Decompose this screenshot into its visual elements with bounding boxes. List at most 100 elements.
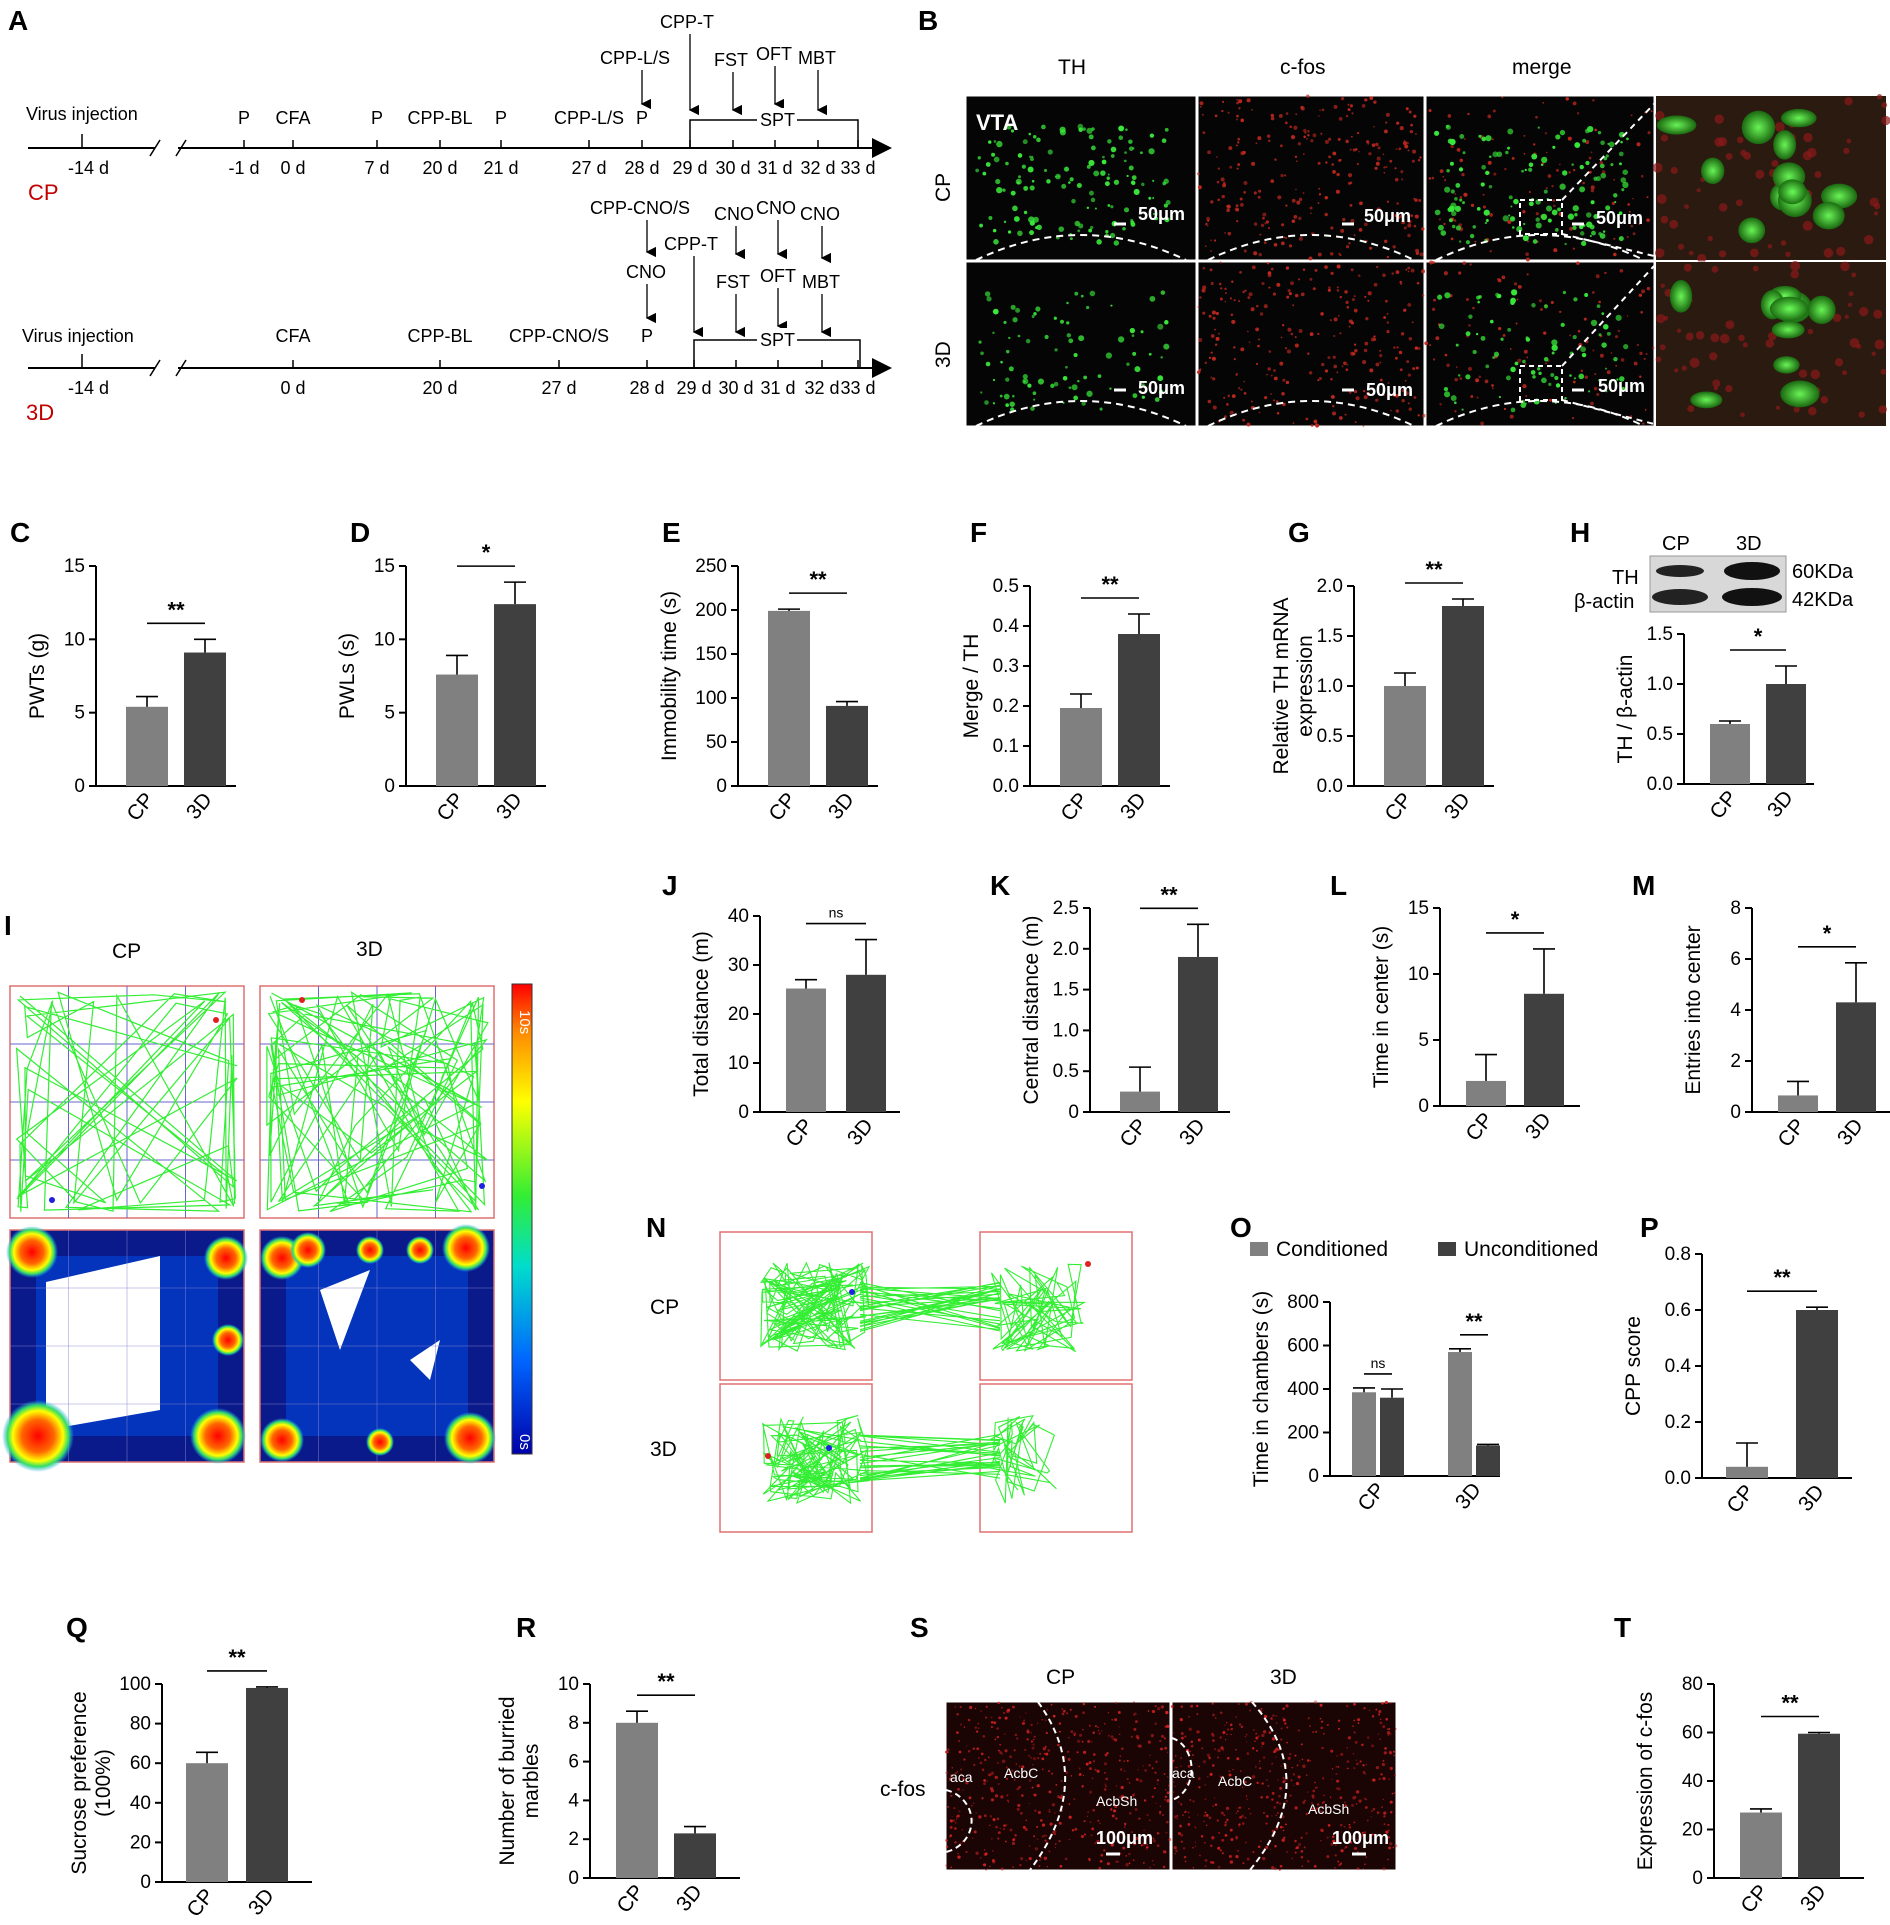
ylabel-G-0: Relative TH mRNA [1270, 598, 1293, 775]
bar-L-CP [1466, 1080, 1506, 1106]
ytick-label-P-3: 0.6 [1665, 1300, 1691, 1321]
panel-label-B: B [918, 5, 938, 36]
nac-cp-label: CP [1046, 1666, 1075, 1689]
cno-label-28: CNO [626, 262, 666, 282]
ytick-label-O-0: 0 [1308, 1466, 1319, 1487]
ylabel-Q-1: (100%) [92, 1749, 115, 1817]
timeline-ticks-3d: CFA 0 d CPP-BL 20 d CPP-CNO/S 27 d P 28 d 29 d 30… [275, 326, 875, 398]
blot-col-3d: 3D [1736, 533, 1762, 555]
ytick-label-P-4: 0.8 [1665, 1244, 1691, 1265]
micrograph-r1-c1 [1197, 261, 1425, 427]
timeline-3d: Virus injection -14 d 3D CFA 0 d CPP-BL 20 … [22, 198, 892, 425]
ytick-label-P-0: 0.0 [1665, 1468, 1691, 1489]
ytick-label-Q-5: 100 [119, 1674, 151, 1695]
xcat-E-1: 3D [824, 788, 859, 823]
row-label-cp: CP [932, 173, 955, 202]
bar-E-3D [826, 705, 868, 786]
bar-J-3D [846, 974, 886, 1112]
blot-col-cp: CP [1662, 533, 1690, 555]
scale-b3: 50μm [1596, 208, 1643, 228]
panel-label-F: F [970, 517, 987, 548]
ytick-label-H-1: 0.5 [1647, 724, 1673, 745]
ytick-label-O-4: 800 [1287, 1292, 1319, 1313]
ytick-label-K-0: 0 [1068, 1102, 1079, 1123]
ytick-label-K-3: 1.5 [1053, 980, 1079, 1001]
panel-label-Q: Q [66, 1612, 88, 1643]
ytick-label-E-1: 50 [706, 732, 727, 753]
xcat-Q-1: 3D [244, 1884, 279, 1919]
panel-label-K: K [990, 870, 1010, 901]
tick-bottom-cp-2: 7 d [364, 158, 389, 178]
ytick-label-J-1: 10 [728, 1053, 749, 1074]
ytick-label-T-1: 20 [1682, 1820, 1703, 1841]
ylabel-G-1: expression [1294, 635, 1317, 737]
ytick-label-K-2: 1.0 [1053, 1020, 1079, 1041]
bar-H-CP [1710, 724, 1750, 784]
ytick-label-L-1: 5 [1418, 1030, 1429, 1051]
ytick-label-G-2: 1.0 [1317, 676, 1343, 697]
ytick-label-G-4: 2.0 [1317, 576, 1343, 597]
bar-Q-CP [186, 1763, 228, 1882]
bar-O-CP-s1 [1380, 1397, 1404, 1476]
ytick-label-K-5: 2.5 [1053, 898, 1079, 919]
sig-R: ** [657, 1669, 675, 1694]
ytick-label-R-4: 8 [568, 1713, 579, 1734]
scale-s1: 100μm [1096, 1828, 1153, 1848]
tick-top-cp-2: P [371, 108, 383, 128]
oft-label-3d: OFT [760, 266, 796, 286]
panel-label-N: N [646, 1212, 666, 1243]
ytick-label-D-2: 10 [374, 629, 395, 650]
tick-bottom-3d-3: 28 d [629, 378, 664, 398]
blot-row-th: TH [1612, 567, 1639, 589]
sig-J: ns [829, 905, 844, 921]
ylabel-L: Time in center (s) [1370, 926, 1393, 1089]
chart-J: 0 10 20 30 40 Total distance (m) ns CP 3D [690, 905, 900, 1152]
chart-C: 0 5 10 15 PWTs (g) ** CP 3D [26, 556, 236, 826]
cpp-cno-s-label-top: CPP-CNO/S [590, 198, 690, 218]
ytick-label-T-0: 0 [1692, 1868, 1703, 1889]
ylabel-R-1: marbles [520, 1744, 543, 1819]
bar-J-CP [786, 988, 826, 1112]
ytick-label-P-1: 0.2 [1665, 1412, 1691, 1433]
chart-H: 0.0 0.5 1.0 1.5 TH / β-actin * CP 3D [1614, 624, 1814, 824]
panel-label-R: R [516, 1612, 536, 1643]
ytick-label-F-3: 0.3 [993, 656, 1019, 677]
ytick-label-M-0: 0 [1730, 1102, 1741, 1123]
legend-label-0: Conditioned [1276, 1238, 1388, 1261]
col-label-th: TH [1058, 56, 1086, 79]
legend-swatch-0 [1250, 1242, 1268, 1256]
chart-K: 0 0.5 1.0 1.5 2.0 2.5 Central distance (m) ** CP… [1020, 882, 1230, 1152]
ytick-label-Q-4: 80 [130, 1714, 151, 1735]
tick-top-3d-1: CPP-BL [407, 326, 472, 346]
open-field-3d-label: 3D [356, 938, 383, 961]
xcat-F-0: CP [1056, 788, 1092, 825]
panel-n-cpp-tracks: CP 3D [650, 1231, 1133, 1533]
virus-injection-cp: Virus injection [26, 104, 138, 124]
panel-label-G: G [1288, 517, 1310, 548]
ytick-label-K-4: 2.0 [1053, 939, 1079, 960]
group-label-cp: CP [28, 180, 59, 205]
ylabel-E: Immobility time (s) [658, 591, 681, 761]
ytick-label-G-3: 1.5 [1317, 626, 1343, 647]
col-label-merge: merge [1512, 56, 1572, 79]
sig-H: * [1754, 624, 1763, 649]
tick-bottom-cp-8: 30 d [715, 158, 750, 178]
tick-bottom-cp-6: 28 d [624, 158, 659, 178]
panel-label-O: O [1230, 1212, 1252, 1243]
ytick-label-T-4: 80 [1682, 1674, 1703, 1695]
bar-F-3D [1118, 634, 1160, 786]
ytick-label-E-2: 100 [695, 688, 727, 709]
group-label-3d: 3D [26, 400, 54, 425]
sig-C: ** [167, 597, 185, 622]
panel-label-C: C [10, 517, 30, 548]
ytick-label-L-2: 10 [1408, 964, 1429, 985]
acbc-3d: AcbC [1218, 1773, 1252, 1789]
tick-bottom-cp-10: 32 d [800, 158, 835, 178]
ytick-label-E-4: 200 [695, 600, 727, 621]
xcat-P-0: CP [1722, 1480, 1758, 1517]
tick-bottom-cp-7: 29 d [672, 158, 707, 178]
tick-bottom-3d-0: 0 d [280, 378, 305, 398]
panel-b-micrographs: TH c-fos merge CP 3D VTA 50μm 50μm 50μm … [932, 56, 1890, 428]
bar-G-CP [1384, 686, 1426, 786]
